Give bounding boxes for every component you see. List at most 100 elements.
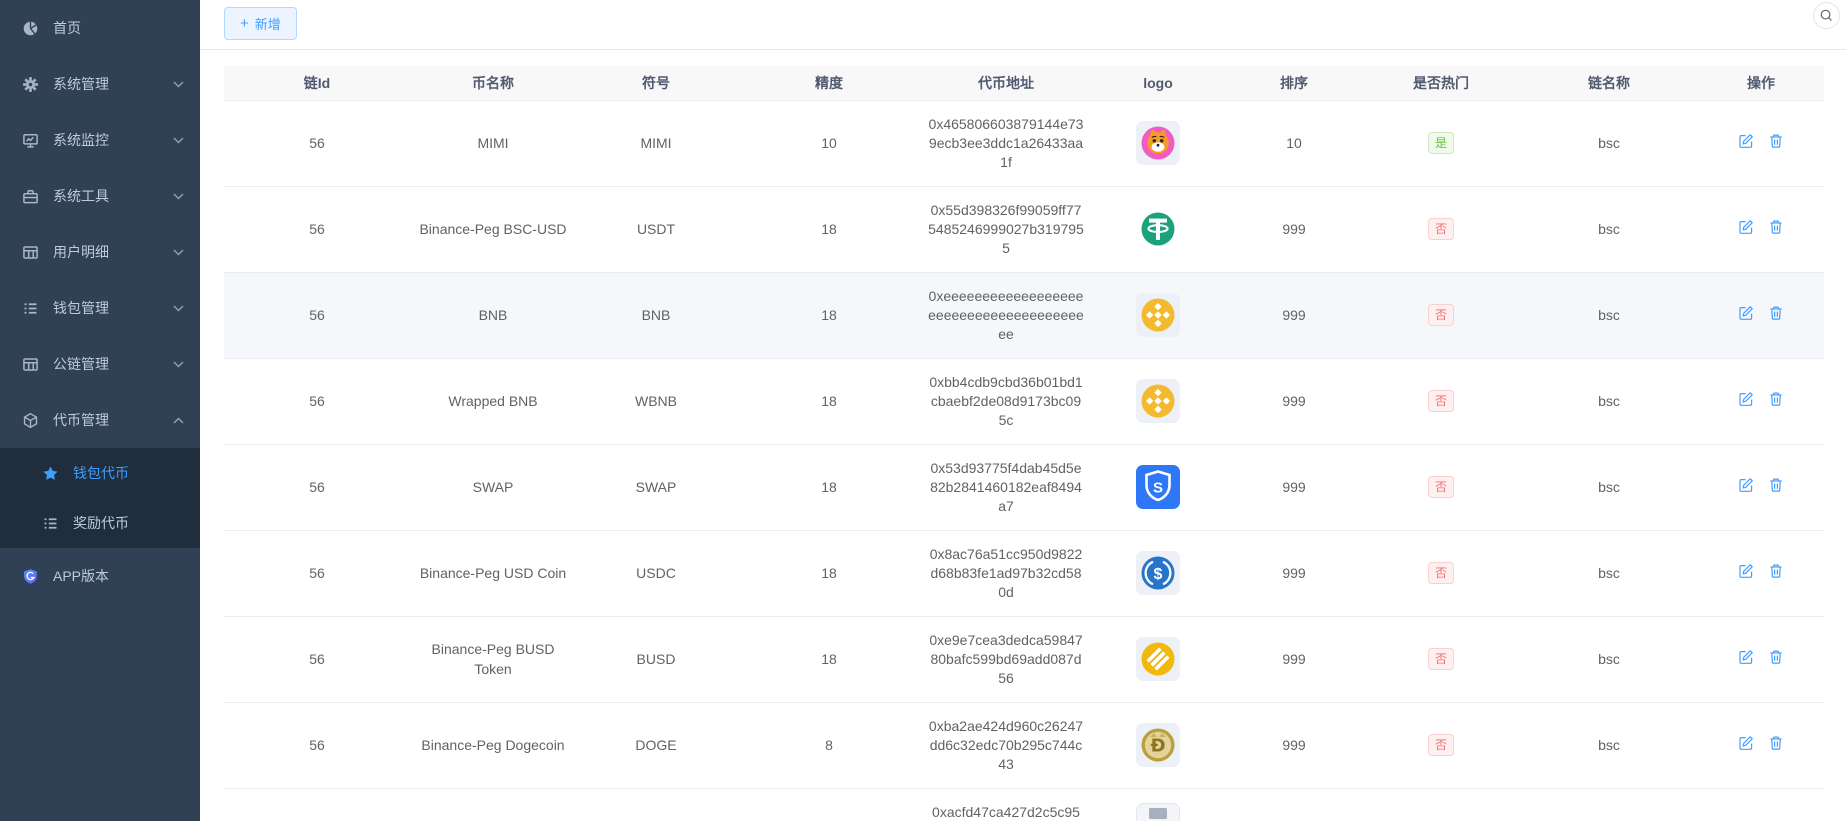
- doge-logo: Đ: [1136, 723, 1180, 767]
- token-address-text: 0xbb4cdb9cbd36b01bd1cbaebf2de08d9173bc09…: [929, 373, 1083, 428]
- delete-button[interactable]: [1768, 649, 1784, 665]
- cell-sort: 999: [1226, 272, 1362, 359]
- edit-button[interactable]: [1738, 133, 1754, 149]
- cell-sort: 999: [1226, 358, 1362, 445]
- token-address-text: 0xba2ae424d960c26247dd6c32edc70b295c744c…: [928, 717, 1084, 772]
- hot-tag: 否: [1427, 390, 1454, 412]
- chevron-down-icon: [173, 361, 184, 368]
- placeholder-logo: [1136, 802, 1180, 821]
- cell-logo: [1090, 788, 1226, 821]
- cell-coin-name: Wrapped BNB: [410, 358, 576, 445]
- cell-operations: [1698, 358, 1824, 445]
- table-row: 56 Wrapped BNB WBNB 18 0xbb4cdb9cbd36b01bd1c…: [224, 358, 1824, 445]
- cell-symbol: BNB: [576, 272, 736, 359]
- chevron-down-icon: [173, 137, 184, 144]
- add-button[interactable]: + 新增: [224, 7, 297, 40]
- usdt-logo: [1136, 207, 1180, 251]
- cell-token-address: 0xba2ae424d960c26247dd6c32edc70b295c744c…: [922, 702, 1090, 789]
- sidebar: 首页 系统管理 系统监控系统工具用户明细 钱包管理 公链管理代币管理钱包代币 奖励代币 AP…: [0, 0, 200, 821]
- cell-token-address: 0x53d93775f4dab45d5e82b2841460182eaf8494…: [922, 444, 1090, 531]
- edit-icon: [1738, 219, 1754, 235]
- column-header-9: 操作: [1698, 66, 1824, 101]
- column-header-5: logo: [1090, 66, 1226, 101]
- cell-coin-name: BNB: [410, 272, 576, 359]
- cell-is-hot: 否: [1362, 530, 1520, 617]
- sidebar-item-app-version[interactable]: APP版本: [0, 548, 200, 604]
- cell-decimals: 18: [736, 272, 922, 359]
- edit-button[interactable]: [1738, 219, 1754, 235]
- busd-logo: [1136, 637, 1180, 681]
- cell-logo: [1090, 358, 1226, 445]
- delete-button[interactable]: [1768, 133, 1784, 149]
- cell-decimals: [736, 788, 922, 821]
- edit-button[interactable]: [1738, 305, 1754, 321]
- cell-token-address: 0xbb4cdb9cbd36b01bd1cbaebf2de08d9173bc09…: [922, 358, 1090, 445]
- edit-button[interactable]: [1738, 735, 1754, 751]
- delete-button[interactable]: [1768, 219, 1784, 235]
- trash-icon: [1768, 391, 1784, 407]
- sidebar-item-label: 代币管理: [53, 412, 109, 428]
- edit-icon: [1738, 391, 1754, 407]
- cell-decimals: 8: [736, 702, 922, 789]
- topbar: + 新增: [200, 0, 1846, 50]
- sidebar-item-reward-tokens[interactable]: 奖励代币: [0, 498, 200, 548]
- token-table-panel: 链Id 币名称 符号 精度 代币地址 logo 排序 是否热门 链名称 操作 56 MIMI MIMI…: [200, 50, 1846, 821]
- sidebar-item-wallet-tokens[interactable]: 钱包代币: [0, 448, 200, 498]
- token-address-text: 0x53d93775f4dab45d5e82b2841460182eaf8494…: [930, 459, 1082, 514]
- table-row: 56 Binance-Peg Dogecoin DOGE 8 0xba2ae424d96…: [224, 702, 1824, 789]
- trash-icon: [1768, 219, 1784, 235]
- edit-button[interactable]: [1738, 649, 1754, 665]
- cell-chain-id: 56: [224, 530, 410, 617]
- cell-operations: [1698, 530, 1824, 617]
- cell-decimals: 18: [736, 616, 922, 703]
- chevron-up-icon: [173, 417, 184, 424]
- edit-icon: [1738, 305, 1754, 321]
- sidebar-item-system-tools[interactable]: 系统工具: [0, 168, 200, 224]
- cell-is-hot: [1362, 788, 1520, 821]
- sidebar-item-wallet-management[interactable]: 钱包管理: [0, 280, 200, 336]
- cell-sort: 10: [1226, 100, 1362, 187]
- star-icon: [42, 465, 59, 482]
- cell-coin-name: Binance-Peg BSC-USD: [410, 186, 576, 273]
- sidebar-item-home[interactable]: 首页: [0, 0, 200, 56]
- table-row: 0xacfd47ca427d2c5c95: [224, 788, 1824, 821]
- search-button[interactable]: [1813, 2, 1840, 29]
- sidebar-item-system-monitor[interactable]: 系统监控: [0, 112, 200, 168]
- cell-token-address: 0x8ac76a51cc950d9822d68b83fe1ad97b32cd58…: [922, 530, 1090, 617]
- delete-button[interactable]: [1768, 563, 1784, 579]
- table-row: 56 BNB BNB 18 0xeeeeeeeeeeeeeeeeeeeeeeeeeeee…: [224, 272, 1824, 359]
- edit-button[interactable]: [1738, 391, 1754, 407]
- sidebar-item-chain-management[interactable]: 公链管理: [0, 336, 200, 392]
- cell-is-hot: 否: [1362, 186, 1520, 273]
- trash-icon: [1768, 133, 1784, 149]
- cell-coin-name: Binance-Peg Dogecoin: [410, 702, 576, 789]
- token-address-text: 0x465806603879144e739ecb3ee3ddc1a26433aa…: [928, 115, 1084, 170]
- trash-icon: [1768, 563, 1784, 579]
- coin-name-text: Binance-Peg BUSD Token: [431, 641, 555, 677]
- delete-button[interactable]: [1768, 735, 1784, 751]
- cell-sort: 999: [1226, 530, 1362, 617]
- sidebar-item-token-management[interactable]: 代币管理: [0, 392, 200, 448]
- cell-coin-name: SWAP: [410, 444, 576, 531]
- cell-chain-id: 56: [224, 272, 410, 359]
- svg-text:S: S: [1153, 480, 1163, 497]
- delete-button[interactable]: [1768, 477, 1784, 493]
- cell-chain-id: 56: [224, 702, 410, 789]
- sidebar-item-label: 系统工具: [53, 188, 109, 204]
- toolbox-icon: [22, 188, 39, 205]
- cell-is-hot: 否: [1362, 616, 1520, 703]
- cell-sort: 999: [1226, 616, 1362, 703]
- coin-name-text: Binance-Peg Dogecoin: [421, 737, 565, 753]
- mimi-logo: [1136, 121, 1180, 165]
- plus-icon: +: [240, 15, 249, 32]
- sidebar-item-user-details[interactable]: 用户明细: [0, 224, 200, 280]
- cell-operations: [1698, 272, 1824, 359]
- cell-logo: [1090, 272, 1226, 359]
- delete-button[interactable]: [1768, 391, 1784, 407]
- edit-button[interactable]: [1738, 563, 1754, 579]
- edit-button[interactable]: [1738, 477, 1754, 493]
- hot-tag: 是: [1427, 132, 1454, 154]
- sidebar-item-system-management[interactable]: 系统管理: [0, 56, 200, 112]
- delete-button[interactable]: [1768, 305, 1784, 321]
